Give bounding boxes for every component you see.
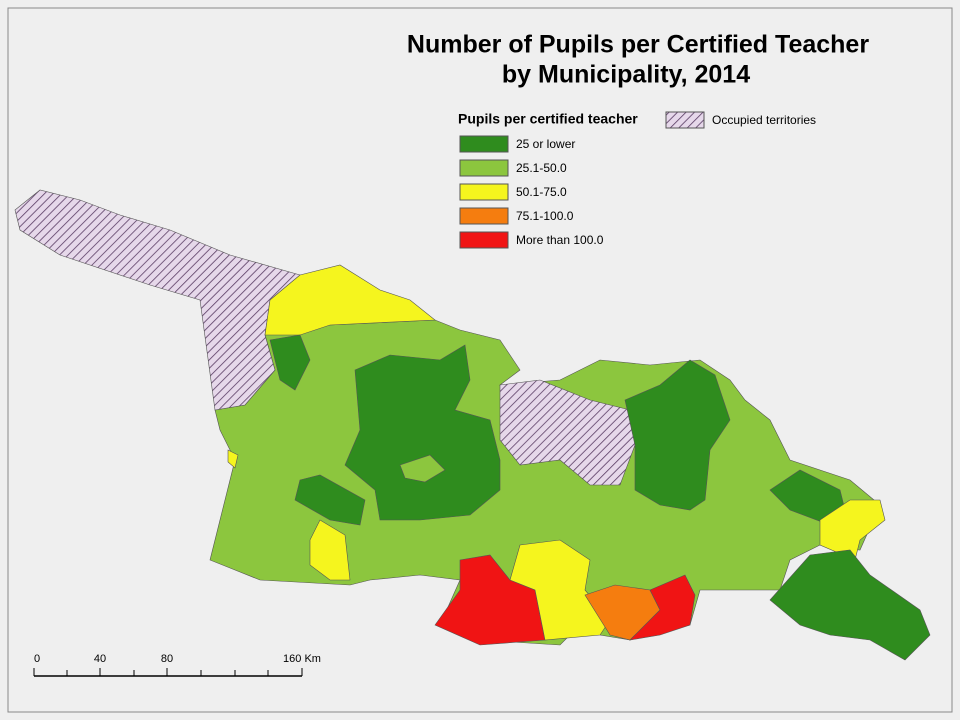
region <box>309 519 351 581</box>
legend-swatch <box>459 159 509 177</box>
legend-swatch <box>459 231 509 249</box>
region <box>227 449 239 469</box>
occupied-region <box>499 379 636 486</box>
region <box>269 334 311 391</box>
legend-label: 50.1-75.0 <box>516 185 567 199</box>
region <box>264 264 436 336</box>
title-line-1: Number of Pupils per Certified Teacher <box>407 31 869 59</box>
region <box>819 499 886 561</box>
region <box>399 454 446 483</box>
legend-occupied-swatch <box>665 111 705 129</box>
scale-label: 160 Km <box>283 653 321 665</box>
legend: 25 or lower 25.1-50.0 50.1-75.0 75.1-100.0 M… <box>459 135 604 249</box>
legend-label: 25 or lower <box>516 137 575 151</box>
scale-label: 80 <box>161 653 173 665</box>
region <box>629 574 696 641</box>
legend-swatch <box>459 135 509 153</box>
legend-occupied-label: Occupied territories <box>712 113 816 127</box>
scale-label: 0 <box>34 653 40 665</box>
region <box>344 344 501 521</box>
scale-bar: 0 40 80 160 Km <box>33 653 321 677</box>
scale-label: 40 <box>94 653 106 665</box>
title-line-2: by Municipality, 2014 <box>502 61 750 89</box>
region <box>769 549 931 661</box>
legend-label: 25.1-50.0 <box>516 161 567 175</box>
legend-label: More than 100.0 <box>516 233 604 247</box>
legend-swatch <box>459 183 509 201</box>
legend-title: Pupils per certified teacher <box>458 111 638 127</box>
region <box>624 359 731 511</box>
region <box>294 474 366 526</box>
map <box>14 189 931 661</box>
frame <box>7 7 953 713</box>
legend-swatch <box>459 207 509 225</box>
legend-label: 75.1-100.0 <box>516 209 574 223</box>
